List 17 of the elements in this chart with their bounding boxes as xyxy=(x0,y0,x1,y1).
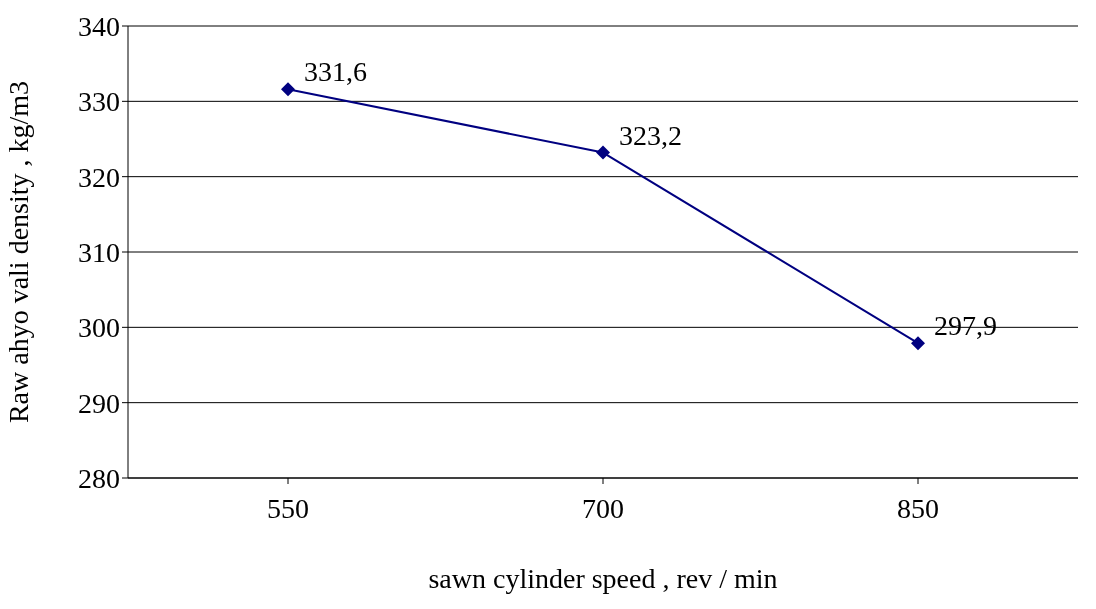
y-tick-label: 300 xyxy=(78,312,120,344)
point xyxy=(281,82,295,97)
x-tick-label: 850 xyxy=(897,492,939,524)
point xyxy=(911,336,925,351)
y-tick-label: 290 xyxy=(78,387,120,419)
y-tick-label: 310 xyxy=(78,236,120,268)
x-axis-title: sawn cylinder speed , rev / min xyxy=(428,563,778,594)
point xyxy=(596,145,610,160)
data-label: 331,6 xyxy=(304,56,367,88)
y-axis-title: Raw ahyo vali density , kg/m3 xyxy=(2,80,34,424)
y-tick-label: 280 xyxy=(78,462,120,494)
y-tick-label: 320 xyxy=(78,161,120,193)
y-tick-label: 340 xyxy=(78,10,120,42)
data-label: 323,2 xyxy=(619,119,682,151)
x-tick-label: 700 xyxy=(582,492,624,524)
x-tick-label: 550 xyxy=(267,492,309,524)
y-tick-label: 330 xyxy=(78,86,120,118)
